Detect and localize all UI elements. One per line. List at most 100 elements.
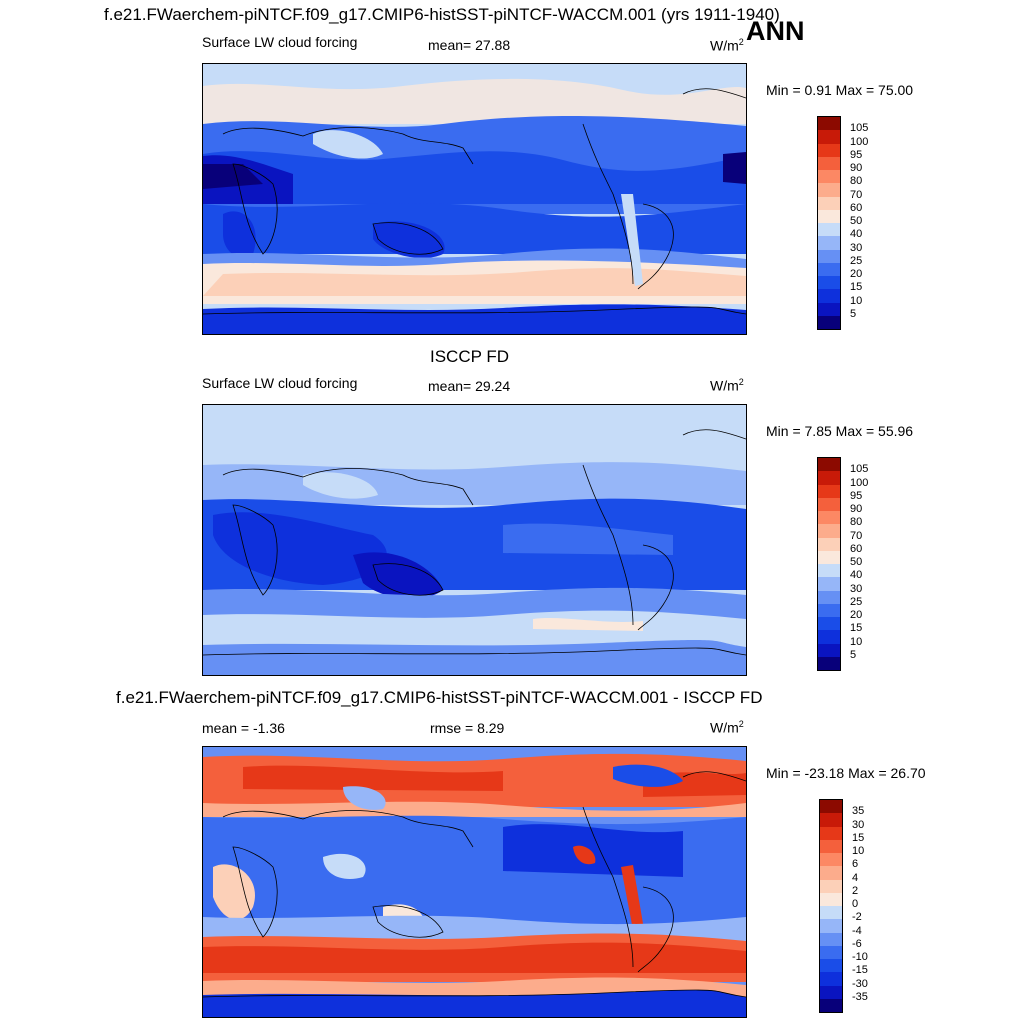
colorbar-tick-label: 30	[852, 818, 865, 831]
colorbar-swatch	[818, 249, 840, 263]
panel2-variable-label: Surface LW cloud forcing	[202, 375, 358, 391]
colorbar-swatch	[818, 511, 840, 525]
colorbar-swatch	[818, 537, 840, 551]
panel3-map	[202, 746, 747, 1018]
colorbar-tick-label: -2	[852, 911, 862, 924]
colorbar-tick-label: -6	[852, 937, 862, 950]
colorbar-swatch	[818, 117, 840, 131]
colorbar-swatch	[818, 196, 840, 210]
colorbar-swatch	[818, 209, 840, 223]
colorbar-swatch	[818, 236, 840, 250]
colorbar-swatch	[820, 998, 842, 1012]
colorbar-tick-label: 25	[850, 254, 863, 267]
panel2-map	[202, 404, 747, 676]
colorbar-tick-label: 15	[850, 622, 863, 635]
colorbar-swatch	[820, 919, 842, 933]
panel3-minmax-label: Min = -23.18 Max = 26.70	[766, 765, 926, 781]
colorbar-swatch	[820, 932, 842, 946]
panel3-section-title: f.e21.FWaerchem-piNTCF.f09_g17.CMIP6-his…	[116, 688, 763, 707]
colorbar-swatch	[818, 262, 840, 276]
colorbar-swatch	[818, 156, 840, 170]
colorbar-tick-label: -30	[852, 977, 868, 990]
colorbar-tick-label: 2	[852, 884, 859, 897]
colorbar-swatch	[818, 183, 840, 197]
colorbar-swatch	[818, 577, 840, 591]
colorbar-swatch	[818, 617, 840, 631]
colorbar-tick-label: 30	[850, 241, 863, 254]
colorbar-tick-label: 35	[852, 805, 865, 818]
colorbar-tick-label: 20	[850, 609, 863, 621]
colorbar-swatch	[820, 959, 842, 973]
colorbar-tick-label: 4	[852, 871, 859, 884]
colorbar-swatch	[818, 497, 840, 511]
colorbar-tick-label: -4	[852, 924, 862, 937]
panel3-colorbar	[819, 799, 843, 1013]
colorbar-tick-label: 105	[850, 463, 869, 476]
colorbar-swatch	[820, 800, 842, 814]
colorbar-tick-label: 25	[850, 595, 863, 608]
colorbar-tick-label: 100	[850, 135, 869, 148]
colorbar-swatch	[818, 130, 840, 144]
colorbar-tick-label: 95	[850, 489, 863, 502]
colorbar-swatch	[818, 484, 840, 498]
colorbar-swatch	[820, 906, 842, 920]
colorbar-swatch	[818, 643, 840, 657]
figure-title: f.e21.FWaerchem-piNTCF.f09_g17.CMIP6-his…	[104, 5, 780, 24]
colorbar-tick-label: 70	[850, 529, 863, 542]
colorbar-tick-label: 80	[850, 175, 863, 188]
panel3-rmse-label: rmse = 8.29	[430, 720, 505, 736]
colorbar-tick-label: 15	[850, 281, 863, 294]
colorbar-swatch	[818, 223, 840, 237]
colorbar-swatch	[818, 471, 840, 485]
panel1-map	[202, 63, 747, 335]
panel1-units-label: W/m2	[710, 37, 744, 54]
colorbar-tick-label: 10	[852, 845, 865, 857]
colorbar-swatch	[820, 945, 842, 959]
colorbar-swatch	[820, 853, 842, 867]
colorbar-tick-label: 70	[850, 188, 863, 201]
colorbar-swatch	[820, 879, 842, 893]
colorbar-tick-label: 90	[850, 503, 863, 515]
panel3-mean-label: mean = -1.36	[202, 720, 285, 736]
colorbar-swatch	[820, 892, 842, 906]
colorbar-tick-label: -10	[852, 951, 868, 963]
colorbar-tick-label: 50	[850, 215, 863, 227]
colorbar-tick-label: 50	[850, 556, 863, 568]
colorbar-swatch	[820, 839, 842, 853]
colorbar-swatch	[818, 289, 840, 303]
panel2-minmax-label: Min = 7.85 Max = 55.96	[766, 423, 914, 439]
colorbar-swatch	[818, 276, 840, 290]
colorbar-swatch	[818, 630, 840, 644]
colorbar-tick-label: 5	[850, 648, 857, 661]
colorbar-swatch	[818, 315, 840, 329]
colorbar-swatch	[820, 826, 842, 840]
colorbar-tick-label: 30	[850, 582, 863, 595]
colorbar-swatch	[818, 550, 840, 564]
panel2-units-label: W/m2	[710, 377, 744, 394]
colorbar-tick-label: 10	[850, 294, 863, 307]
colorbar-swatch	[818, 564, 840, 578]
panel1-colorbar	[817, 116, 841, 330]
colorbar-swatch	[818, 458, 840, 472]
colorbar-tick-label: 10	[850, 635, 863, 648]
colorbar-tick-label: 0	[852, 898, 859, 910]
colorbar-tick-label: -15	[852, 964, 868, 977]
colorbar-swatch	[820, 866, 842, 880]
colorbar-swatch	[818, 603, 840, 617]
colorbar-swatch	[818, 524, 840, 538]
colorbar-tick-label: 40	[850, 228, 863, 241]
panel1-mean-label: mean= 27.88	[428, 37, 511, 53]
colorbar-tick-label: 15	[852, 831, 865, 844]
colorbar-tick-label: 40	[850, 569, 863, 582]
season-label: ANN	[746, 16, 805, 46]
panel1-variable-label: Surface LW cloud forcing	[202, 34, 358, 50]
panel2-colorbar	[817, 457, 841, 671]
colorbar-tick-label: 105	[850, 122, 869, 135]
panel3-units-label: W/m2	[710, 719, 744, 736]
colorbar-tick-label: 80	[850, 516, 863, 529]
colorbar-tick-label: 100	[850, 476, 869, 489]
colorbar-tick-label: 60	[850, 542, 863, 555]
colorbar-tick-label: -35	[852, 990, 868, 1003]
colorbar-swatch	[820, 813, 842, 827]
colorbar-tick-label: 6	[852, 858, 859, 871]
